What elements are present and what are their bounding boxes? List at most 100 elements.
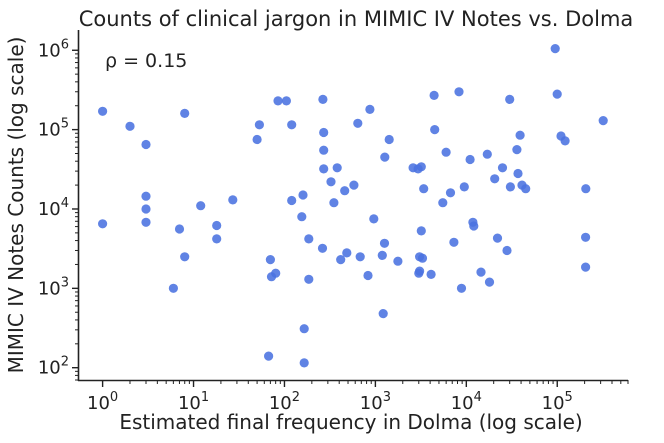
x-tick-label: 101 (178, 390, 209, 414)
scatter-point (482, 149, 492, 159)
scatter-point (512, 145, 522, 155)
y-tick-label: 105 (38, 117, 69, 141)
scatter-point (264, 351, 274, 361)
scatter-point (326, 177, 336, 187)
y-axis-ticks: 102 103 104 105 106 (38, 37, 79, 381)
scatter-point (393, 256, 403, 266)
scatter-point (141, 139, 151, 150)
scatter-point (319, 127, 329, 138)
scatter-point (265, 255, 275, 265)
scatter-point (465, 154, 475, 165)
scatter-point (456, 283, 467, 293)
chart-title: Counts of clinical jargon in MIMIC IV No… (79, 7, 634, 31)
scatter-point (419, 184, 429, 194)
y-axis-label: MIMIC IV Notes Counts (log scale) (4, 37, 28, 374)
scatter-point (469, 221, 479, 231)
x-tick-label: 105 (542, 390, 573, 414)
scatter-point (438, 198, 448, 208)
scatter-point (454, 87, 464, 97)
scatter-point (252, 134, 262, 145)
y-tick-label: 103 (38, 275, 69, 299)
points-layer (98, 44, 608, 368)
scatter-point (319, 164, 329, 174)
scatter-point (254, 120, 264, 130)
scatter-point (430, 125, 440, 135)
x-axis-ticks: 100 101 102 103 104 105 (87, 380, 629, 414)
scatter-point (445, 188, 456, 198)
x-tick-label: 103 (360, 390, 391, 414)
scatter-point (378, 309, 388, 319)
scatter-point (273, 96, 283, 106)
scatter-point (125, 121, 135, 131)
x-tick-label: 100 (87, 390, 118, 414)
scatter-point (581, 184, 591, 194)
scatter-point (417, 253, 428, 263)
scatter-point (304, 274, 314, 284)
scatter-point (317, 243, 328, 253)
scatter-point (363, 270, 373, 281)
scatter-point (329, 198, 339, 208)
scatter-point (377, 250, 387, 260)
scatter-point (318, 94, 328, 104)
scatter-point (598, 116, 608, 126)
scatter-point (581, 262, 591, 272)
scatter-point (380, 152, 390, 162)
scatter-point (304, 234, 314, 244)
scatter-point (369, 214, 379, 224)
scatter-point (515, 130, 525, 140)
scatter-point (141, 217, 151, 227)
scatter-point (414, 268, 424, 278)
scatter-point (441, 147, 451, 157)
x-axis-label: Estimated final frequency in Dolma (log … (119, 410, 582, 434)
scatter-point (271, 268, 281, 278)
scatter-point (287, 195, 297, 206)
scatter-point (212, 234, 222, 244)
scatter-point (228, 195, 238, 205)
scatter-point (550, 44, 560, 54)
scatter-point (502, 245, 512, 256)
scatter-point (141, 191, 151, 201)
scatter-point (297, 212, 307, 222)
scatter-point (476, 267, 486, 277)
x-tick-label: 104 (451, 390, 482, 414)
scatter-point (497, 163, 508, 173)
scatter-point (349, 180, 359, 190)
scatter-point (212, 220, 222, 231)
scatter-point (429, 90, 439, 100)
y-tick-label: 102 (38, 355, 69, 379)
scatter-point (332, 163, 342, 173)
scatter-point (384, 134, 394, 145)
scatter-point (581, 232, 591, 242)
scatter-point (336, 255, 346, 265)
scatter-point (459, 182, 469, 192)
scatter-point (299, 324, 309, 334)
scatter-point (379, 238, 390, 248)
scatter-point (505, 94, 515, 104)
scatter-point (98, 219, 108, 229)
scatter-point (168, 283, 178, 293)
scatter-point (449, 237, 459, 247)
scatter-point (513, 168, 523, 179)
scatter-point (141, 204, 151, 214)
scatter-point (416, 226, 426, 236)
y-tick-label: 104 (38, 196, 69, 220)
scatter-point (426, 269, 436, 279)
y-tick-label: 106 (38, 37, 69, 61)
chart-annotation: ρ = 0.15 (105, 50, 187, 72)
scatter-point (174, 224, 185, 234)
scatter-point (492, 233, 503, 243)
x-tick-label: 102 (269, 390, 300, 414)
scatter-point (521, 184, 531, 194)
scatter-point (98, 106, 108, 116)
scatter-point (552, 89, 562, 99)
scatter-point (196, 201, 206, 211)
scatter-point (484, 277, 495, 287)
scatter-point (281, 96, 291, 106)
scatter-point (365, 104, 375, 114)
scatter-point (319, 145, 329, 155)
scatter-point (560, 136, 570, 146)
scatter-point (416, 162, 426, 172)
scatter-point (340, 186, 350, 196)
scatter-point (299, 358, 309, 368)
